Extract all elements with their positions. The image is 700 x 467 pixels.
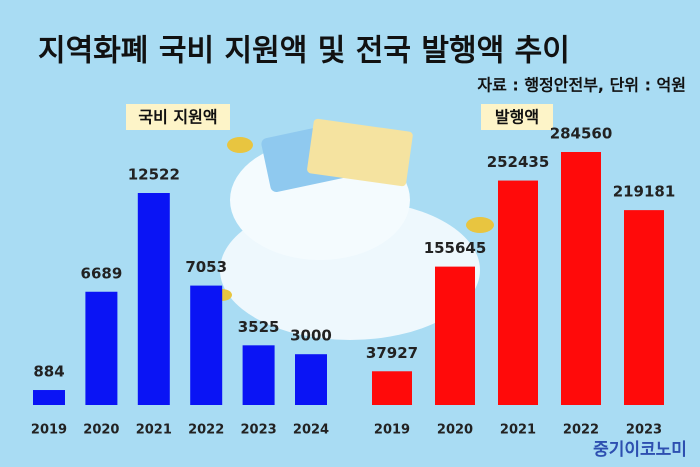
x-tick-label: 2023 [626,423,662,438]
chart-label: 국비 지원액 [138,108,217,127]
value-label: 6689 [81,264,123,282]
x-tick-label: 2019 [31,423,67,438]
value-label: 284560 [550,125,613,143]
x-tick-label: 2019 [374,423,410,438]
x-tick-label: 2022 [563,423,599,438]
illustration [212,118,494,340]
bar [295,354,327,405]
value-label: 252435 [487,153,550,171]
bar [372,371,412,405]
value-label: 219181 [613,183,676,201]
x-tick-label: 2020 [437,423,473,438]
subtitle: 자료 : 행정안전부, 단위 : 억원 [477,76,686,95]
coin [227,137,253,153]
value-label: 3525 [238,318,280,336]
bar [85,291,118,405]
x-tick-label: 2021 [136,423,172,438]
value-label: 37927 [366,344,418,362]
bar [137,193,170,405]
voucher [307,118,413,187]
bar [33,390,65,405]
bar [561,152,601,405]
value-label: 884 [33,363,64,381]
bar [435,266,475,405]
watermark: 중기이코노미 [593,440,687,460]
x-tick-label: 2023 [241,423,277,438]
value-label: 155645 [424,239,487,257]
coin [466,217,494,233]
chart-label-bg [126,104,230,130]
value-label: 7053 [185,258,227,276]
value-label: 12522 [128,166,180,184]
bar [624,210,664,405]
x-tick-label: 2022 [188,423,224,438]
x-tick-label: 2021 [500,423,536,438]
chart-label-bg [481,104,553,130]
bar [242,345,275,405]
bar [498,180,538,405]
x-tick-label: 2020 [83,423,119,438]
bar [190,285,223,405]
chart-label: 발행액 [495,108,539,127]
title: 지역화폐 국비 지원액 및 전국 발행액 추이 [38,34,570,69]
value-label: 3000 [290,327,332,345]
x-tick-label: 2024 [293,423,329,438]
